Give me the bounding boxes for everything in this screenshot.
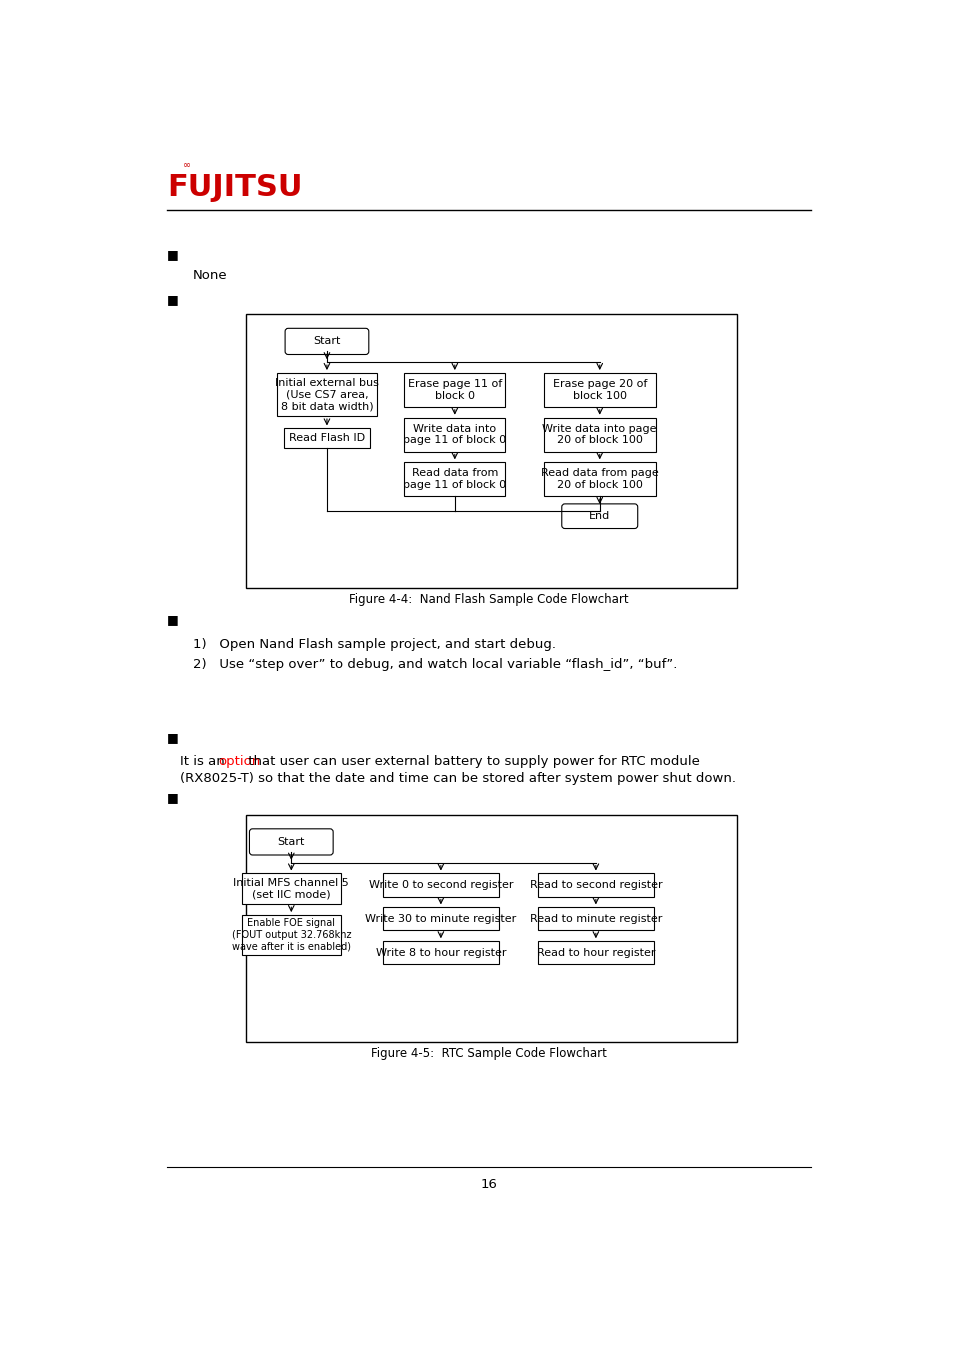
- Text: ■: ■: [167, 613, 179, 626]
- Text: Start: Start: [277, 837, 305, 846]
- Bar: [537, 941, 654, 964]
- Text: It is an: It is an: [179, 755, 229, 768]
- Text: Read to second register: Read to second register: [529, 880, 661, 890]
- Text: ■: ■: [167, 791, 179, 805]
- Bar: [245, 815, 736, 1042]
- Bar: [404, 373, 505, 406]
- Text: Figure 4-4:  Nand Flash Sample Code Flowchart: Figure 4-4: Nand Flash Sample Code Flowc…: [349, 593, 628, 606]
- Bar: [245, 315, 736, 587]
- Text: Read data from page
20 of block 100: Read data from page 20 of block 100: [540, 468, 658, 490]
- Text: FUJITSU: FUJITSU: [167, 173, 302, 202]
- Text: None: None: [193, 270, 227, 282]
- Text: 2)   Use “step over” to debug, and watch local variable “flash_id”, “buf”.: 2) Use “step over” to debug, and watch l…: [193, 657, 677, 671]
- Text: ∞: ∞: [183, 159, 192, 170]
- Bar: [284, 428, 369, 448]
- Text: Erase page 20 of
block 100: Erase page 20 of block 100: [552, 379, 646, 401]
- Text: Read data from
page 11 of block 0: Read data from page 11 of block 0: [403, 468, 506, 490]
- Bar: [543, 417, 656, 451]
- Text: Write data into page
20 of block 100: Write data into page 20 of block 100: [542, 424, 657, 446]
- Text: Enable FOE signal
(FOUT output 32.768khz
wave after it is enabled): Enable FOE signal (FOUT output 32.768khz…: [232, 918, 351, 952]
- Text: Write 30 to minute register: Write 30 to minute register: [365, 914, 516, 923]
- Text: Initial external bus
(Use CS7 area,
8 bit data width): Initial external bus (Use CS7 area, 8 bi…: [274, 378, 378, 412]
- Text: Figure 4-5:  RTC Sample Code Flowchart: Figure 4-5: RTC Sample Code Flowchart: [371, 1048, 606, 1060]
- Bar: [382, 873, 498, 896]
- Text: End: End: [589, 512, 610, 521]
- Text: that user can user external battery to supply power for RTC module: that user can user external battery to s…: [244, 755, 700, 768]
- Text: Write data into
page 11 of block 0: Write data into page 11 of block 0: [403, 424, 506, 446]
- Bar: [241, 873, 340, 905]
- Text: 16: 16: [480, 1179, 497, 1191]
- Bar: [382, 941, 498, 964]
- Bar: [404, 462, 505, 497]
- Text: Read to minute register: Read to minute register: [529, 914, 661, 923]
- Text: Initial MFS channel 5
(set IIC mode): Initial MFS channel 5 (set IIC mode): [233, 878, 349, 899]
- Text: (RX8025-T) so that the date and time can be stored after system power shut down.: (RX8025-T) so that the date and time can…: [179, 771, 735, 784]
- Text: 1)   Open Nand Flash sample project, and start debug.: 1) Open Nand Flash sample project, and s…: [193, 637, 556, 651]
- Text: ■: ■: [167, 732, 179, 744]
- Text: Read to hour register: Read to hour register: [536, 948, 655, 957]
- Bar: [543, 373, 656, 406]
- Text: Start: Start: [313, 336, 340, 347]
- Text: option: option: [218, 755, 260, 768]
- FancyBboxPatch shape: [285, 328, 369, 355]
- Bar: [241, 915, 340, 954]
- Bar: [276, 373, 377, 416]
- Bar: [404, 417, 505, 451]
- Text: Write 0 to second register: Write 0 to second register: [368, 880, 513, 890]
- Text: Write 8 to hour register: Write 8 to hour register: [375, 948, 506, 957]
- Bar: [382, 907, 498, 930]
- FancyBboxPatch shape: [561, 504, 637, 528]
- FancyBboxPatch shape: [249, 829, 333, 855]
- Bar: [543, 462, 656, 497]
- Bar: [537, 907, 654, 930]
- Text: ■: ■: [167, 248, 179, 261]
- Text: Read Flash ID: Read Flash ID: [289, 433, 365, 443]
- Bar: [537, 873, 654, 896]
- Text: ■: ■: [167, 293, 179, 305]
- Text: Erase page 11 of
block 0: Erase page 11 of block 0: [407, 379, 501, 401]
